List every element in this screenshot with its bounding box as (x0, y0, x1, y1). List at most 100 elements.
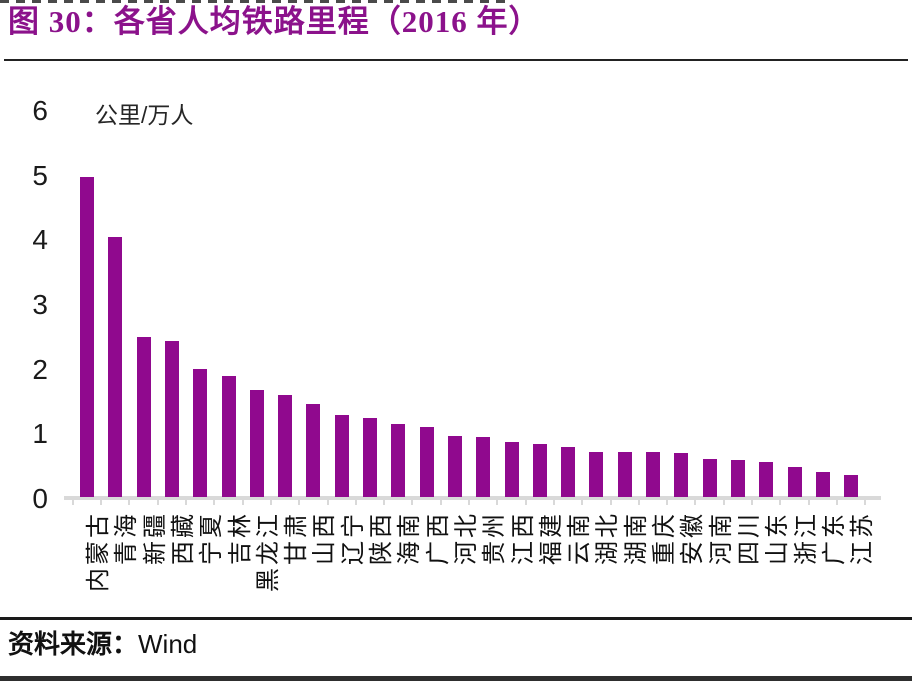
x-axis-tick (128, 497, 131, 505)
bar-湖南 (618, 452, 632, 497)
y-axis-tick-label: 0 (32, 483, 48, 514)
x-axis-label: 四川 (736, 511, 763, 565)
bar-安徽 (674, 453, 688, 497)
bar-广东 (816, 472, 830, 497)
x-axis-label: 江苏 (849, 511, 876, 565)
bar-辽宁 (335, 415, 349, 497)
x-axis-tick (581, 497, 584, 505)
x-axis-tick (666, 497, 669, 505)
y-axis-unit-label: 公里/万人 (95, 102, 194, 128)
x-axis-tick (326, 497, 329, 505)
x-axis-label: 江西 (510, 511, 537, 565)
x-axis-label: 湖北 (594, 511, 621, 565)
x-axis-label: 贵州 (481, 511, 508, 565)
x-axis-label: 安徽 (679, 511, 706, 565)
y-axis-tick-label: 1 (32, 418, 48, 450)
bar-内蒙古 (80, 177, 94, 497)
x-axis-tick (524, 497, 527, 505)
bar-甘肃 (278, 395, 292, 497)
bar-黑龙江 (250, 390, 264, 497)
x-axis-tick (241, 497, 244, 505)
bar-山西 (306, 404, 320, 497)
bar-江苏 (844, 475, 858, 497)
x-axis-label: 西藏 (170, 511, 197, 565)
x-axis-label: 辽宁 (340, 511, 367, 565)
x-axis-label: 新疆 (142, 511, 169, 565)
x-axis-label: 重庆 (651, 511, 678, 565)
bar-陕西 (363, 418, 377, 497)
x-axis-label: 广东 (821, 511, 848, 565)
bar-宁夏 (193, 369, 207, 497)
x-axis-line (64, 496, 881, 500)
bar-河北 (448, 436, 462, 497)
y-axis-tick-label: 5 (32, 159, 48, 191)
bar-福建 (533, 444, 547, 497)
x-axis-label: 宁夏 (198, 511, 225, 565)
bar-四川 (731, 460, 745, 497)
bar-西藏 (165, 341, 179, 497)
x-axis-label: 湖南 (623, 511, 650, 565)
x-axis-tick (439, 497, 442, 505)
x-axis-tick (468, 497, 471, 505)
x-axis-tick (71, 497, 74, 505)
y-axis-tick-label: 2 (32, 353, 48, 385)
x-axis-tick (835, 497, 838, 505)
x-axis-label: 浙江 (793, 511, 820, 565)
x-axis-tick (864, 497, 867, 505)
x-axis-tick (496, 497, 499, 505)
top-dashed-divider (0, 0, 512, 3)
source-line: 资料来源：Wind (8, 624, 197, 661)
bar-山东 (759, 462, 773, 497)
y-axis-tick-label: 6 (32, 94, 48, 126)
bar-湖北 (589, 452, 603, 497)
x-axis-label: 福建 (538, 511, 565, 565)
x-axis-label: 云南 (566, 511, 593, 565)
bar-贵州 (476, 437, 490, 497)
source-value: Wind (138, 629, 198, 659)
x-axis-tick (552, 497, 555, 505)
bar-海南 (391, 424, 405, 497)
footer-divider (0, 617, 912, 620)
x-axis-label: 河南 (708, 511, 735, 565)
x-axis-tick (269, 497, 272, 505)
bar-新疆 (137, 337, 151, 497)
bar-广西 (420, 427, 434, 497)
x-axis-label: 广西 (425, 511, 452, 565)
x-axis-tick (637, 497, 640, 505)
x-axis-tick (156, 497, 159, 505)
x-axis-tick (807, 497, 810, 505)
source-label: 资料来源： (8, 630, 139, 659)
x-axis-label: 黑龙江 (255, 511, 282, 592)
x-axis-tick (100, 497, 103, 505)
figure-title: 图 30：各省人均铁路里程（2016 年） (8, 4, 541, 39)
x-axis-tick (185, 497, 188, 505)
x-axis-label: 内蒙古 (85, 511, 112, 592)
x-axis-tick (298, 497, 301, 505)
x-axis-label: 吉林 (227, 511, 254, 565)
bar-云南 (561, 447, 575, 497)
y-axis-tick-label: 3 (32, 288, 48, 320)
x-axis-label: 河北 (453, 511, 480, 565)
page-edge-band (0, 676, 912, 681)
bar-吉林 (222, 376, 236, 497)
x-axis-label: 陕西 (368, 511, 395, 565)
bar-河南 (703, 459, 717, 497)
x-axis-tick (694, 497, 697, 505)
x-axis-tick (609, 497, 612, 505)
y-axis-tick-label: 4 (32, 224, 48, 256)
bar-浙江 (788, 467, 802, 497)
x-axis-tick (383, 497, 386, 505)
x-axis-label: 山东 (764, 511, 791, 565)
bar-江西 (505, 442, 519, 497)
bar-青海 (108, 237, 122, 497)
x-axis-tick (779, 497, 782, 505)
x-axis-tick (354, 497, 357, 505)
x-axis-tick (213, 497, 216, 505)
x-axis-tick (411, 497, 414, 505)
bar-重庆 (646, 452, 660, 497)
x-axis-label: 海南 (396, 511, 423, 565)
x-axis-label: 青海 (113, 511, 140, 565)
x-axis-label: 山西 (311, 511, 338, 565)
x-axis-tick (751, 497, 754, 505)
